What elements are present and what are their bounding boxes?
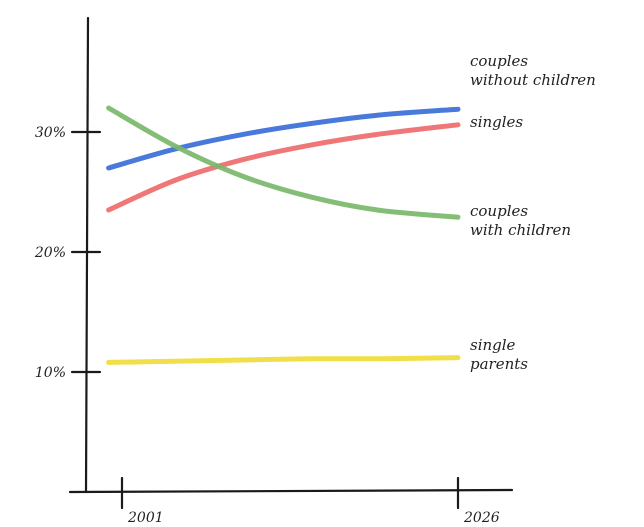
series-label-line: single — [470, 336, 516, 354]
series-label-line: without children — [470, 71, 596, 89]
series-line-couples-without-children — [106, 106, 461, 171]
series-label-line: singles — [470, 113, 523, 131]
series-label-line: couples — [470, 52, 528, 70]
y-ticks: 10% 20% 30% — [34, 125, 102, 381]
axes — [68, 16, 514, 494]
y-axis — [84, 16, 90, 494]
series-line-couples-with-children — [106, 105, 461, 220]
x-tick-label-0: 2001 — [127, 510, 164, 526]
series-lines — [106, 105, 461, 365]
y-tick-label-1: 20% — [34, 245, 66, 261]
x-tick-label-1: 2026 — [463, 510, 500, 526]
series-line-singles — [106, 122, 461, 213]
x-ticks: 2001 2026 — [120, 476, 500, 526]
series-label-line: couples — [470, 202, 528, 220]
y-tick-label-0: 10% — [35, 365, 66, 381]
x-axis — [68, 488, 514, 494]
series-label-line: with children — [470, 221, 571, 239]
series-line-single-parents — [106, 355, 461, 365]
series-label-singles: singles — [470, 113, 523, 131]
y-tick-label-2: 30% — [35, 125, 66, 141]
series-label-line: parents — [470, 355, 528, 373]
